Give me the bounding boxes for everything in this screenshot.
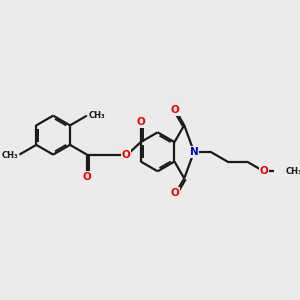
Text: O: O bbox=[82, 172, 91, 183]
Text: CH₃: CH₃ bbox=[2, 151, 18, 160]
Text: N: N bbox=[190, 147, 198, 157]
Text: N: N bbox=[190, 147, 199, 157]
Text: CH₃: CH₃ bbox=[286, 167, 300, 176]
Text: O: O bbox=[260, 166, 268, 176]
Text: O: O bbox=[137, 117, 146, 127]
Text: O: O bbox=[122, 150, 130, 160]
Text: O: O bbox=[137, 117, 146, 127]
Text: O: O bbox=[170, 105, 179, 116]
Text: O: O bbox=[260, 166, 268, 176]
Text: O: O bbox=[169, 105, 178, 116]
Text: O: O bbox=[122, 150, 130, 160]
Text: O: O bbox=[82, 172, 91, 182]
Text: O: O bbox=[170, 188, 179, 198]
Text: O: O bbox=[169, 188, 178, 198]
Text: CH₃: CH₃ bbox=[88, 111, 105, 120]
